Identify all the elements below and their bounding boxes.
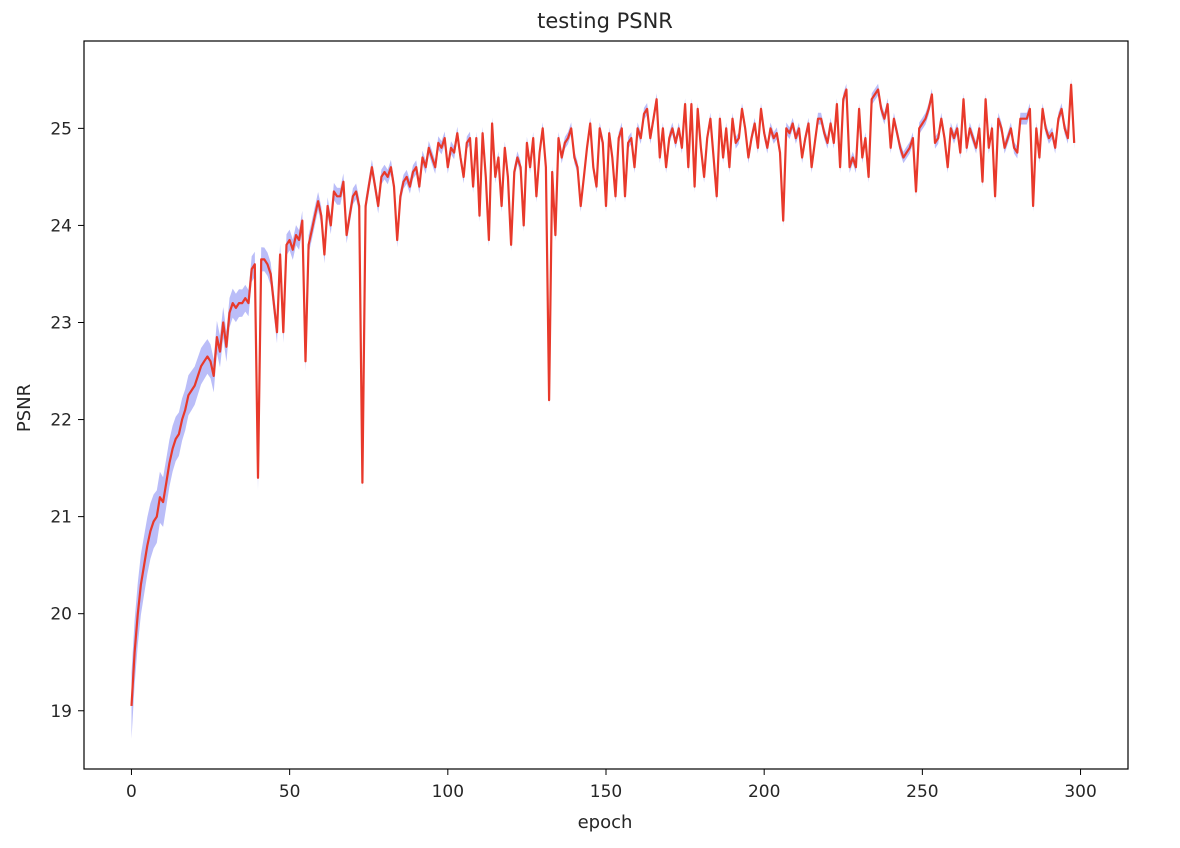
series-line-group (130, 83, 1076, 706)
y-tick-label: 20 (50, 605, 72, 625)
x-tick-label: 50 (279, 782, 301, 802)
y-tick-label: 22 (50, 411, 72, 431)
x-tick-label: 200 (748, 782, 780, 802)
y-axis-label: PSNR (14, 384, 35, 432)
x-tick-label: 100 (432, 782, 464, 802)
x-tick-label: 0 (126, 782, 137, 802)
y-tick-label: 21 (50, 508, 72, 528)
x-tick-label: 150 (590, 782, 622, 802)
y-tick-label: 23 (50, 313, 72, 333)
x-axis: 0 50 100 150 200 250 300 (126, 769, 1097, 802)
x-tick-label: 250 (906, 782, 938, 802)
y-tick-label: 25 (50, 119, 72, 139)
x-tick-label: 300 (1064, 782, 1096, 802)
y-tick-label: 24 (50, 216, 72, 236)
chart-title: testing PSNR (537, 9, 673, 33)
y-tick-label: 19 (50, 702, 72, 722)
x-axis-label: epoch (578, 812, 633, 833)
series-line (130, 83, 1076, 706)
y-axis: 19 20 21 22 23 24 25 (50, 119, 84, 722)
